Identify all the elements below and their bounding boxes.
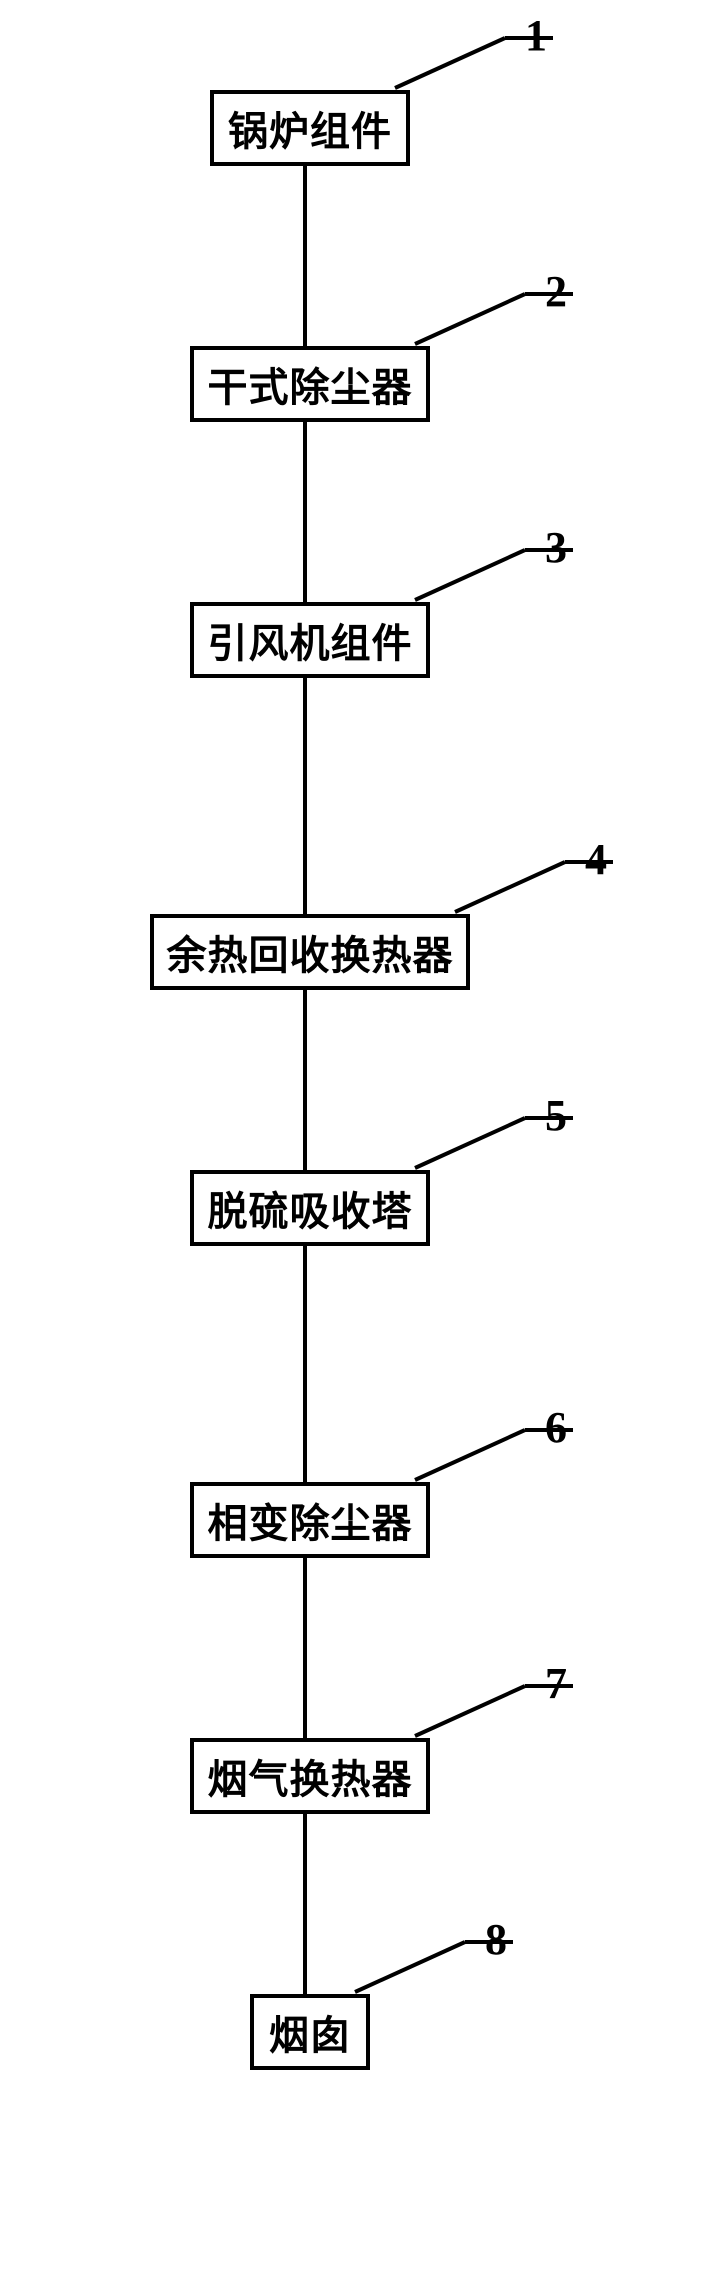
connector	[303, 990, 307, 1170]
node-number: 1	[525, 10, 547, 61]
connector	[303, 1814, 307, 1994]
flow-node: 脱硫吸收塔	[190, 1170, 430, 1246]
leader-line	[0, 0, 701, 2288]
flow-node-label: 相变除尘器	[208, 1491, 413, 1549]
leader-line	[0, 0, 701, 2288]
node-number: 7	[545, 1658, 567, 1709]
node-number: 6	[545, 1402, 567, 1453]
leader-line	[0, 0, 701, 2288]
leader-line	[0, 0, 701, 2288]
flow-node: 引风机组件	[190, 602, 430, 678]
leader-line	[0, 0, 701, 2288]
flowchart-canvas: 锅炉组件 1 干式除尘器 2 引风机组件 3 余热回收换热器 4 脱硫吸收塔 5 相变除尘器 6 烟气换…	[0, 0, 701, 2288]
leader-line	[0, 0, 701, 2288]
node-number: 4	[585, 834, 607, 885]
flow-node: 相变除尘器	[190, 1482, 430, 1558]
flow-node: 锅炉组件	[210, 90, 410, 166]
node-number: 8	[485, 1914, 507, 1965]
connector	[303, 1246, 307, 1482]
connector	[303, 166, 307, 346]
leader-line	[0, 0, 701, 2288]
flow-node-label: 余热回收换热器	[167, 923, 454, 981]
node-number: 5	[545, 1090, 567, 1141]
flow-node: 烟囱	[250, 1994, 370, 2070]
flow-node-label: 锅炉组件	[228, 99, 392, 157]
flow-node-label: 干式除尘器	[208, 355, 413, 413]
leader-line	[0, 0, 701, 2288]
connector	[303, 1558, 307, 1738]
node-number: 3	[545, 522, 567, 573]
flow-node: 烟气换热器	[190, 1738, 430, 1814]
flow-node: 余热回收换热器	[150, 914, 470, 990]
flow-node-label: 烟囱	[269, 2003, 351, 2061]
flow-node-label: 脱硫吸收塔	[208, 1179, 413, 1237]
flow-node-label: 烟气换热器	[208, 1747, 413, 1805]
node-number: 2	[545, 266, 567, 317]
connector	[303, 422, 307, 602]
connector	[303, 678, 307, 914]
flow-node-label: 引风机组件	[208, 611, 413, 669]
flow-node: 干式除尘器	[190, 346, 430, 422]
